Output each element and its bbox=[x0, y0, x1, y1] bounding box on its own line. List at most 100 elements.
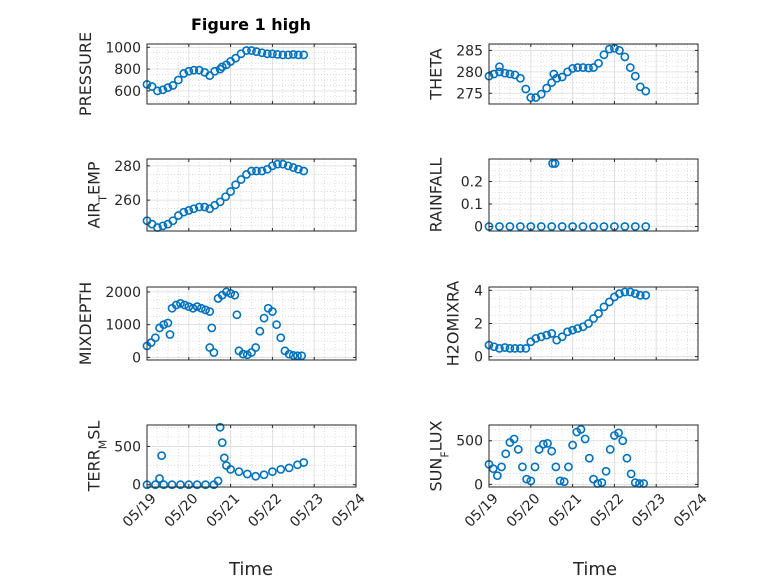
data-point bbox=[630, 478, 640, 488]
data-point bbox=[515, 222, 525, 231]
data-point bbox=[297, 351, 307, 361]
data-point bbox=[568, 440, 577, 450]
data-point bbox=[155, 474, 164, 483]
data-point bbox=[217, 438, 227, 448]
data-point bbox=[189, 204, 199, 214]
data-point bbox=[557, 332, 567, 342]
figure-title: Figure 1 high bbox=[191, 15, 311, 34]
y-axis-label-subscript: F bbox=[438, 451, 451, 457]
data-point bbox=[236, 175, 246, 184]
data-point bbox=[578, 222, 588, 231]
data-point bbox=[536, 222, 546, 231]
data-point bbox=[509, 434, 519, 444]
data-point bbox=[597, 478, 607, 488]
data-point bbox=[495, 67, 504, 77]
x-tick-label: 05/20 bbox=[504, 491, 544, 531]
data-point bbox=[505, 343, 515, 353]
data-point bbox=[555, 476, 565, 486]
data-point bbox=[252, 47, 261, 57]
data-point bbox=[635, 82, 645, 92]
y-tick-label: 0 bbox=[132, 478, 141, 494]
data-point bbox=[551, 462, 561, 472]
data-point bbox=[599, 222, 609, 231]
data-point bbox=[580, 434, 590, 444]
y-axis-label: SUNFLUX bbox=[427, 420, 452, 491]
data-point bbox=[194, 65, 204, 75]
data-point bbox=[288, 163, 298, 172]
data-point bbox=[576, 424, 586, 434]
data-point bbox=[563, 327, 572, 337]
data-point bbox=[226, 464, 235, 474]
data-point bbox=[189, 65, 199, 75]
y-axis-label-subscript: T bbox=[96, 195, 109, 203]
data-point bbox=[599, 50, 609, 60]
data-point bbox=[489, 342, 499, 352]
y-axis-label: MIXDEPTH bbox=[76, 282, 95, 365]
y-tick-label: 4 bbox=[474, 283, 483, 299]
data-point bbox=[521, 84, 531, 94]
data-point bbox=[179, 69, 189, 78]
data-point bbox=[495, 222, 504, 231]
data-point bbox=[549, 69, 559, 79]
y-axis-label-suffix: LUX bbox=[427, 420, 446, 451]
data-point bbox=[192, 480, 202, 490]
data-point bbox=[293, 164, 303, 174]
data-point bbox=[196, 303, 206, 313]
data-point bbox=[584, 63, 593, 73]
y-axis-label: RAINFALL bbox=[427, 158, 446, 233]
axes-box bbox=[146, 43, 357, 105]
data-point bbox=[557, 72, 567, 82]
y-tick-label: 500 bbox=[456, 434, 483, 450]
data-point bbox=[205, 307, 215, 316]
y-axis-label: THETA bbox=[427, 48, 446, 100]
y-axis-label: H2OMIXRA bbox=[444, 281, 463, 367]
y-axis-label-subscript: M bbox=[96, 440, 109, 450]
data-point bbox=[626, 469, 636, 479]
x-tick-label: 05/24 bbox=[671, 491, 711, 531]
data-point bbox=[614, 428, 623, 438]
data-point bbox=[515, 73, 525, 83]
data-point bbox=[492, 471, 502, 481]
data-point bbox=[201, 480, 210, 490]
data-point bbox=[184, 480, 194, 490]
data-point bbox=[168, 81, 178, 90]
y-axis-label-text: SUN bbox=[427, 458, 446, 492]
y-tick-label: 275 bbox=[456, 86, 483, 102]
y-tick-label: 260 bbox=[114, 193, 141, 209]
data-point bbox=[167, 480, 177, 490]
data-point bbox=[278, 50, 288, 60]
data-point bbox=[568, 325, 577, 335]
axes-box bbox=[488, 158, 699, 232]
x-tick-label: 05/19 bbox=[462, 491, 502, 531]
data-point bbox=[618, 436, 628, 446]
data-point bbox=[620, 287, 630, 297]
data-point bbox=[215, 422, 225, 432]
data-point bbox=[625, 63, 635, 72]
data-point bbox=[589, 314, 598, 323]
data-point bbox=[242, 469, 252, 479]
data-point bbox=[547, 329, 557, 338]
x-tick-label: 05/19 bbox=[120, 491, 160, 531]
data-point bbox=[257, 48, 267, 58]
data-point bbox=[620, 52, 630, 62]
data-point bbox=[505, 222, 515, 231]
data-point bbox=[180, 300, 190, 310]
data-point bbox=[219, 453, 229, 463]
y-tick-label: 280 bbox=[456, 65, 483, 81]
data-point bbox=[210, 66, 220, 76]
data-point bbox=[184, 302, 194, 312]
data-point bbox=[157, 451, 167, 461]
data-point bbox=[213, 476, 223, 486]
data-point bbox=[230, 290, 240, 300]
y-axis-label-text: THETA bbox=[427, 48, 446, 100]
data-point bbox=[615, 46, 624, 55]
data-point bbox=[299, 166, 309, 176]
data-point bbox=[641, 290, 651, 300]
data-point bbox=[171, 300, 181, 310]
data-point bbox=[630, 71, 640, 81]
y-tick-label: 1000 bbox=[105, 40, 141, 56]
data-point bbox=[501, 449, 511, 459]
y-axis-label: TERRMSL bbox=[85, 421, 110, 493]
